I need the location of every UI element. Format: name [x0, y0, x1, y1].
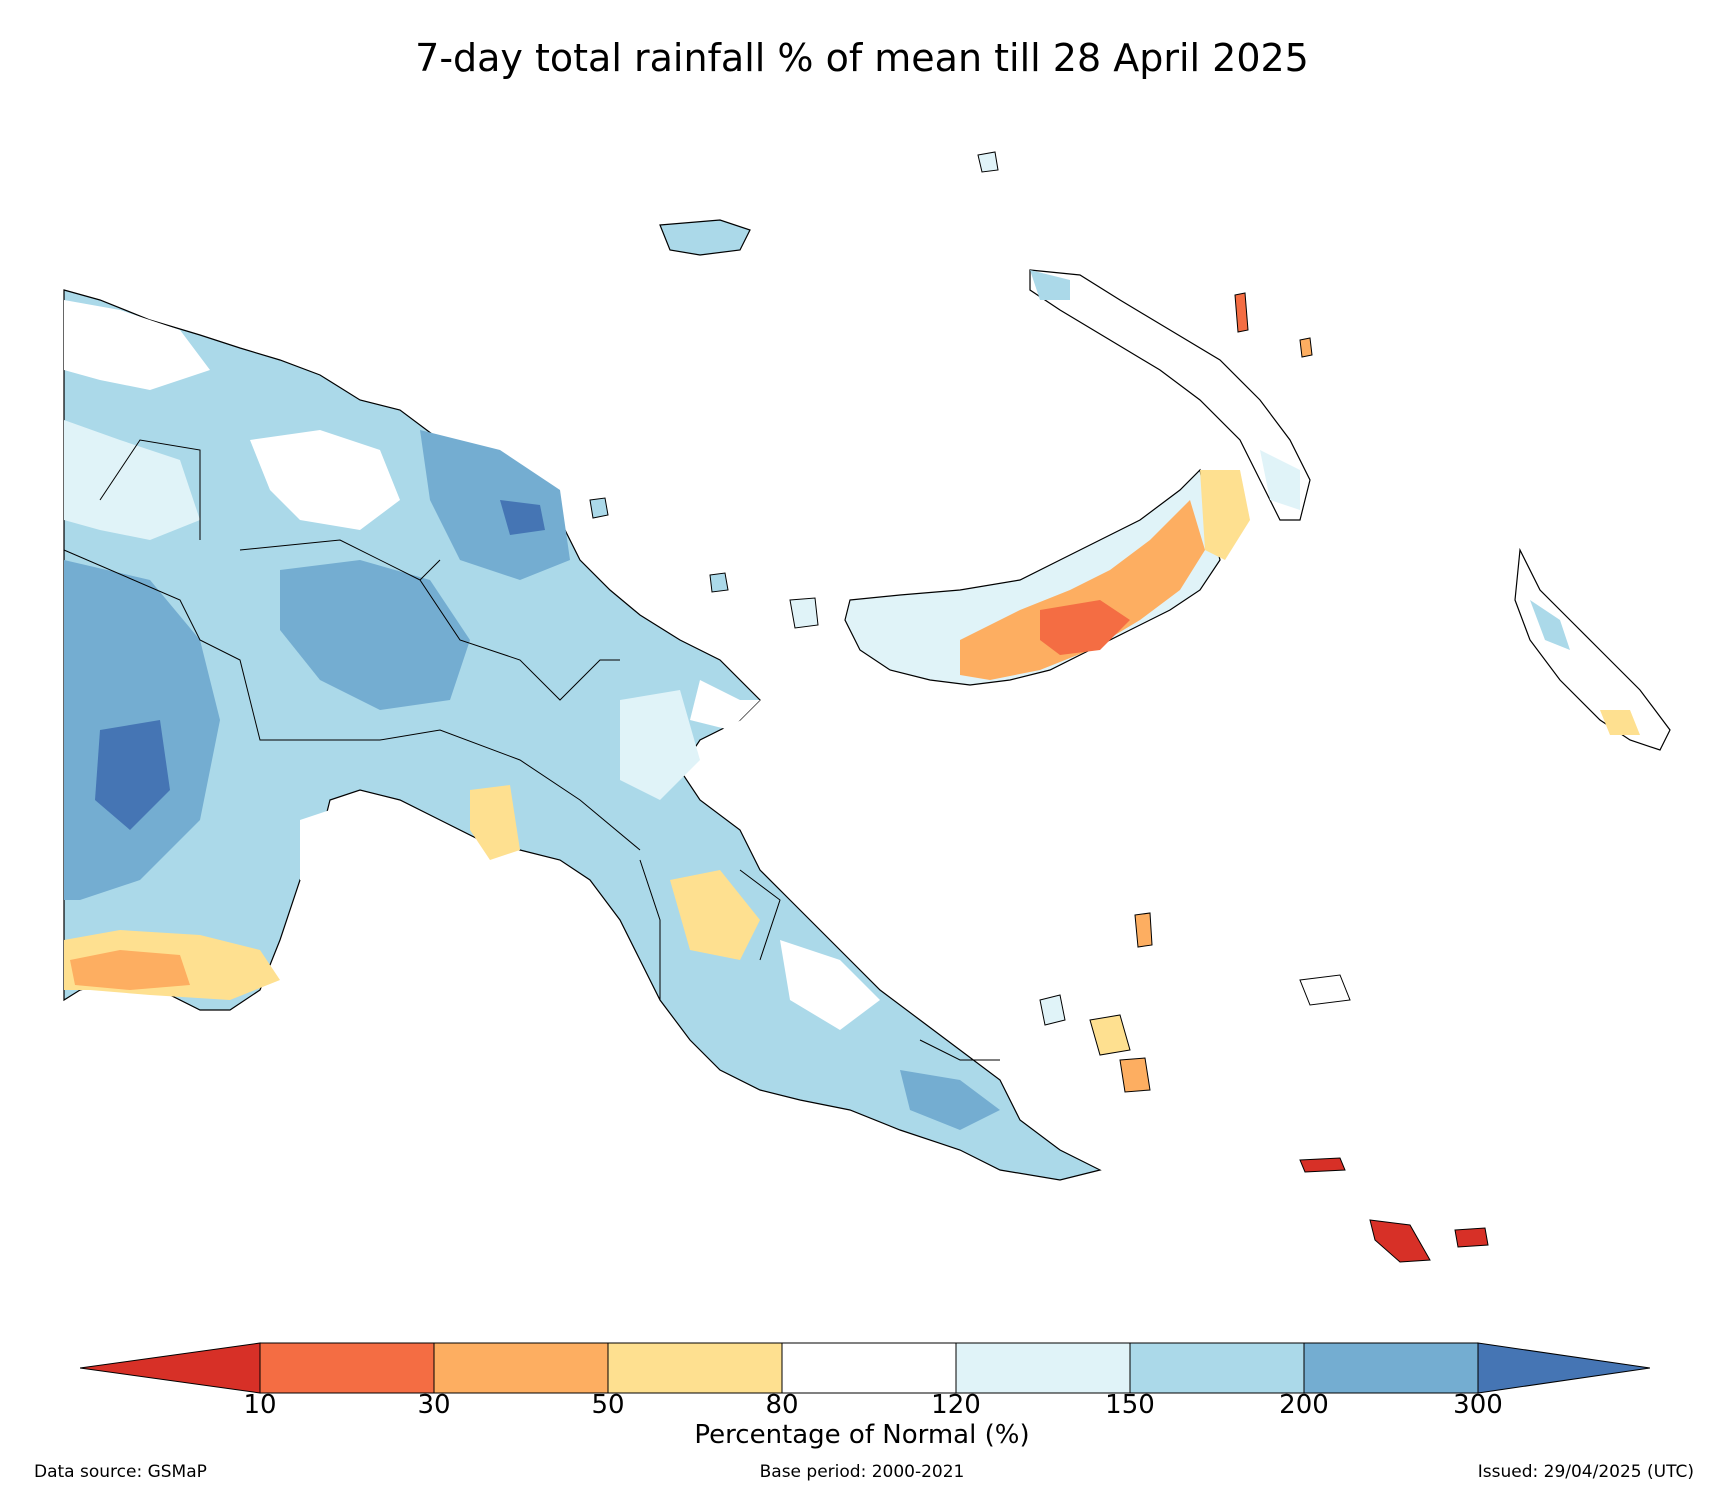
- island-umboi: [789, 597, 819, 629]
- colorbar-extend-low: [80, 1342, 261, 1394]
- manus: [659, 219, 751, 256]
- patch-yellow-gulf: [470, 785, 520, 860]
- patch-lightblue-2: [620, 690, 700, 800]
- footer-base-period: Base period: 2000-2021: [759, 1462, 965, 1482]
- footer-issued: Issued: 29/04/2025 (UTC): [1477, 1462, 1694, 1482]
- colorbar-title: Percentage of Normal (%): [694, 1420, 1030, 1450]
- colorbar-120-150: [955, 1342, 1131, 1394]
- island-woodlark: [1299, 974, 1351, 1006]
- island-louisiade-1: [1299, 1157, 1346, 1173]
- new-britain-yellow: [1200, 470, 1250, 560]
- new-ireland-lightblue: [1260, 450, 1300, 510]
- island-goodenough: [1119, 1057, 1151, 1093]
- bougainville-blue: [1530, 600, 1570, 650]
- province-borders: [63, 439, 1000, 1061]
- patch-blue-highlands: [280, 560, 470, 710]
- new-britain-base: [844, 468, 1221, 686]
- new-ireland-blue: [1030, 270, 1070, 300]
- colorbar-extend-high: [1477, 1342, 1650, 1394]
- patch-deepblue-2: [500, 500, 545, 535]
- patch-deepblue-1: [95, 720, 170, 830]
- colorbar-tick-10: 10: [243, 1390, 277, 1420]
- patch-white-south: [300, 800, 420, 900]
- small-islands: [589, 151, 1489, 1263]
- new-britain-orange: [960, 500, 1205, 680]
- patch-white-sepik: [250, 430, 400, 530]
- patch-orange-sw: [70, 950, 190, 990]
- colorbar-30-50: [433, 1342, 609, 1394]
- island-louisiade-2: [1369, 1219, 1431, 1263]
- new-britain: [844, 468, 1250, 686]
- patch-white-north: [64, 300, 210, 390]
- island-mussau: [977, 151, 999, 173]
- colorbar-10-30: [259, 1342, 435, 1394]
- colorbar-200-300: [1303, 1342, 1479, 1394]
- colorbar-tick-80: 80: [765, 1390, 799, 1420]
- colorbar-tick-50: 50: [591, 1390, 625, 1420]
- island-lihir: [1234, 292, 1249, 333]
- colorbar-tick-30: 30: [417, 1390, 451, 1420]
- patch-blue-north: [420, 430, 570, 580]
- rainfall-map: [63, 151, 1671, 1263]
- colorbar-50-80: [607, 1342, 783, 1394]
- bougainville-island: [1514, 547, 1671, 751]
- island-trobriand: [1039, 994, 1066, 1026]
- island-dentrecasteaux: [1134, 912, 1153, 948]
- patch-white-east: [690, 680, 760, 730]
- new-ireland-base: [1029, 269, 1311, 521]
- patch-yellow-central: [670, 870, 760, 960]
- island-longisland: [709, 572, 729, 593]
- island-karkar: [589, 497, 609, 519]
- island-tabar: [1299, 337, 1313, 358]
- island-louisiade-3: [1454, 1227, 1489, 1248]
- colorbar-tick-200: 200: [1279, 1390, 1329, 1420]
- mainland-base: [63, 289, 1102, 1181]
- island-fergusson: [1089, 1014, 1131, 1056]
- colorbar-80-120: [781, 1342, 957, 1394]
- colorbar-tick-120: 120: [931, 1390, 981, 1420]
- colorbar-tick-300: 300: [1453, 1390, 1503, 1420]
- bougainville-yellow: [1600, 710, 1640, 735]
- patch-white-tail: [780, 940, 880, 1030]
- colorbar: [80, 1342, 1650, 1394]
- mainland-png: [63, 289, 1102, 1181]
- manus-island: [659, 219, 751, 256]
- patch-blue-tail: [900, 1070, 1000, 1130]
- bougainville: [1514, 547, 1671, 751]
- colorbar-150-200: [1129, 1342, 1305, 1394]
- new-ireland: [1029, 269, 1311, 521]
- map-title: 7-day total rainfall % of mean till 28 A…: [415, 36, 1309, 80]
- patch-lightblue-1: [64, 420, 200, 540]
- footer-source: Data source: GSMaP: [34, 1462, 207, 1482]
- new-britain-red: [1040, 600, 1130, 655]
- colorbar-tick-150: 150: [1105, 1390, 1155, 1420]
